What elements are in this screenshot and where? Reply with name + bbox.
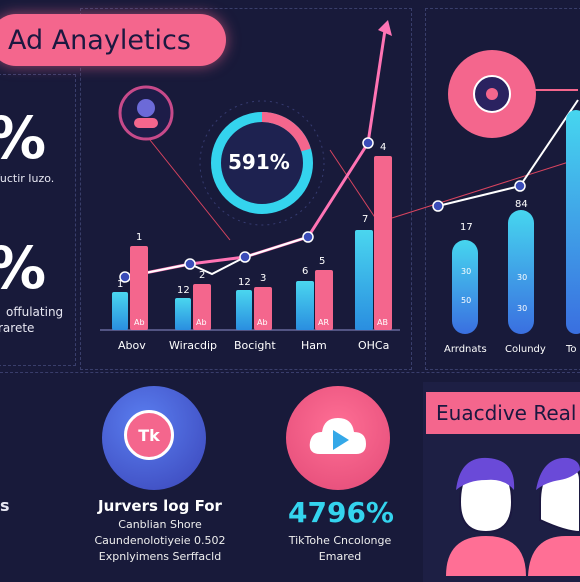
chart1-category-3: Bocight bbox=[234, 339, 276, 352]
chart1-bar-cyan-2 bbox=[175, 298, 191, 330]
chart2-bar-3 bbox=[566, 110, 580, 334]
card2-line-1: TikTohe Cncolonge bbox=[288, 534, 392, 547]
chart2-inner-label-low-1: 50 bbox=[461, 296, 472, 305]
chart1-white-line bbox=[124, 236, 309, 278]
chart1-pink-label-5: 4 bbox=[380, 142, 387, 153]
chart1-point-4 bbox=[302, 231, 314, 243]
chart1-point-2 bbox=[184, 258, 196, 270]
chart1-inner-label-1: Ab bbox=[134, 318, 145, 327]
divider bbox=[0, 372, 580, 373]
chart1-cyan-label-1: 1 bbox=[117, 279, 124, 290]
chart1-pink-label-1: 1 bbox=[136, 232, 143, 243]
gauge-arc bbox=[261, 112, 311, 152]
card1-line-1: Canblian Shore bbox=[118, 518, 202, 531]
chart2-point-1 bbox=[432, 200, 444, 212]
connector-line-2 bbox=[329, 149, 379, 223]
users-icon bbox=[446, 457, 580, 576]
right-icon-dot bbox=[486, 88, 498, 100]
stat-2-value: % bbox=[0, 234, 46, 302]
chart1-inner-label-3: Ab bbox=[257, 318, 268, 327]
gauge-value: 591% bbox=[228, 150, 290, 174]
chart1-category-5: OHCa bbox=[358, 339, 390, 352]
chart2-top-label-1: 17 bbox=[460, 222, 473, 233]
right-panel bbox=[425, 8, 580, 370]
chart1-point-5 bbox=[362, 137, 374, 149]
chart1-bar-cyan-3 bbox=[236, 290, 252, 330]
chart2-bar-1 bbox=[452, 240, 478, 334]
chart1-bar-cyan-4 bbox=[296, 281, 314, 330]
chart1-bar-cyan-5 bbox=[355, 230, 373, 330]
gauge-glow bbox=[199, 100, 325, 226]
chart2-category-1: Arrdnats bbox=[444, 344, 487, 355]
chart1-cyan-label-3: 12 bbox=[238, 277, 251, 288]
card1-line-2: Caundenolotiyeie 0.502 bbox=[94, 534, 226, 547]
right-card-title-bar: Euacdive Real bbox=[426, 392, 580, 434]
chart1-pink-label-3: 3 bbox=[260, 273, 267, 284]
stat-2-label-1: offulating bbox=[6, 305, 64, 319]
tiktok-bubble-icon: Tk bbox=[124, 410, 174, 460]
chart2-inner-label-1: 30 bbox=[461, 267, 472, 276]
chart1-bar-pink-1 bbox=[130, 246, 148, 330]
chart1-pink-label-2: 2 bbox=[199, 270, 206, 281]
chart2-inner-label-2: 30 bbox=[517, 273, 528, 282]
connector-line-1 bbox=[149, 139, 231, 241]
chart1-bar-pink-4 bbox=[315, 270, 333, 330]
stat-1-label: fuctir Iuzo. bbox=[0, 172, 55, 185]
chart1-inner-label-2: Ab bbox=[196, 318, 207, 327]
card2-value: 4796% bbox=[288, 496, 394, 529]
stat-1-value: % bbox=[0, 104, 46, 172]
chart1-bar-pink-5 bbox=[374, 156, 392, 330]
chart1-category-2: Wiracdip bbox=[169, 339, 218, 352]
page-title: Ad Anayletics bbox=[0, 14, 226, 66]
chart1-point-3 bbox=[239, 251, 251, 263]
chart1-inner-label-4: AR bbox=[318, 318, 330, 327]
chart1-pink-label-4: 5 bbox=[319, 256, 326, 267]
chart1-cyan-label-5: 7 bbox=[362, 214, 369, 225]
stat-2-label-2: rarete bbox=[0, 321, 35, 335]
cloud-play-icon bbox=[309, 418, 366, 454]
chart1-bar-pink-3 bbox=[254, 287, 272, 330]
avatar-body bbox=[134, 118, 158, 128]
chart1-cyan-label-4: 6 bbox=[302, 266, 309, 277]
chart2-point-2 bbox=[514, 180, 526, 192]
left-panel bbox=[0, 74, 76, 366]
chart1-bar-cyan-1 bbox=[112, 292, 128, 330]
card1-heading: Jurvers log For bbox=[98, 497, 222, 515]
avatar-head bbox=[137, 99, 155, 117]
chart2-bar-2 bbox=[508, 210, 534, 334]
center-panel bbox=[80, 8, 412, 370]
trend-arrow bbox=[378, 20, 392, 36]
chart2-category-3: To bbox=[566, 344, 577, 355]
chart1-bar-pink-2 bbox=[193, 284, 211, 330]
card1-line-3: Expnlyimens Serffacld bbox=[98, 550, 222, 563]
connector-line-3 bbox=[391, 159, 576, 219]
chart2-top-label-2: 84 bbox=[515, 199, 528, 210]
card2-line-2: Emared bbox=[318, 550, 362, 563]
chart2-inner-label-low-2: 30 bbox=[517, 304, 528, 313]
left-partial-text: s bbox=[0, 496, 10, 515]
chart1-cyan-label-2: 12 bbox=[177, 285, 190, 296]
chart1-inner-label-5: AB bbox=[377, 318, 388, 327]
chart1-category-1: Abov bbox=[118, 339, 146, 352]
chart2-category-2: Colundy bbox=[505, 344, 546, 355]
chart1-category-4: Ham bbox=[301, 339, 327, 352]
